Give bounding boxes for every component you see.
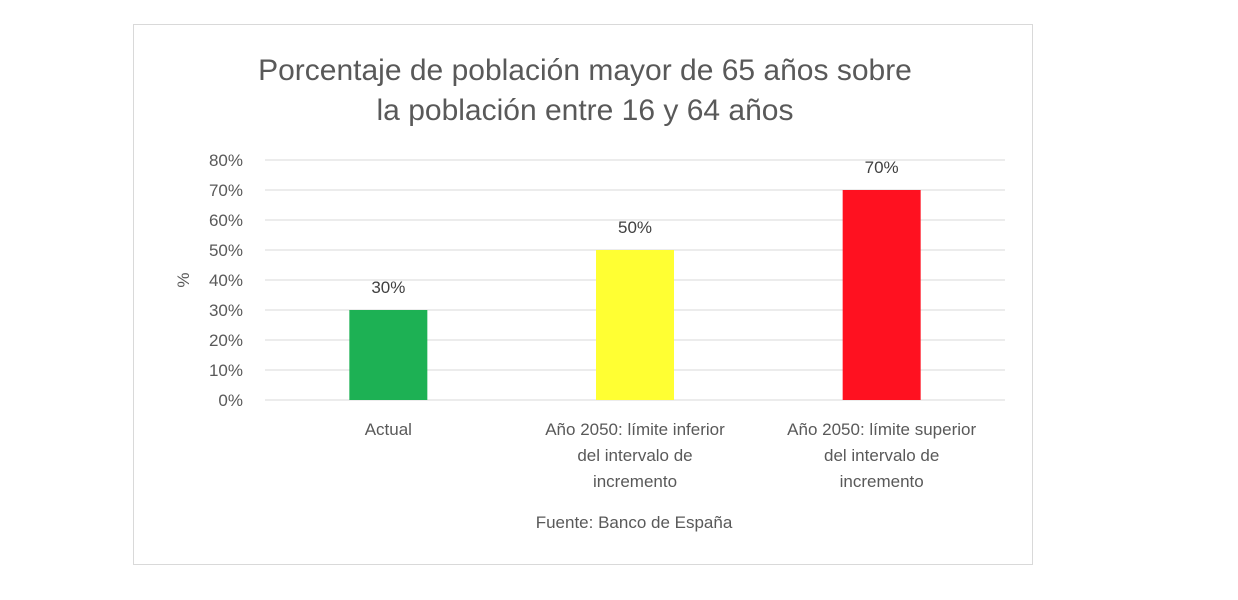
bar bbox=[842, 190, 921, 400]
data-label: 50% bbox=[618, 218, 652, 237]
chart-title-line-2: la población entre 16 y 64 años bbox=[377, 94, 794, 127]
y-axis-ticks: 0% 10% 20% 30% 40% 50% 60% 70% 80% bbox=[209, 151, 243, 410]
x-category-label: Año 2050: límite superior bbox=[787, 420, 976, 439]
x-category-label: del intervalo de bbox=[577, 446, 692, 465]
data-label: 70% bbox=[865, 158, 899, 177]
y-tick-label: 70% bbox=[209, 181, 243, 200]
x-category-label: del intervalo de bbox=[824, 446, 939, 465]
bar bbox=[596, 250, 674, 400]
x-category-label: incremento bbox=[840, 472, 924, 491]
x-category-label: Actual bbox=[365, 420, 412, 439]
x-category-label: incremento bbox=[593, 472, 677, 491]
source-note: Fuente: Banco de España bbox=[536, 513, 733, 532]
bars bbox=[349, 190, 921, 400]
y-tick-label: 50% bbox=[209, 241, 243, 260]
y-tick-label: 10% bbox=[209, 361, 243, 380]
y-tick-label: 60% bbox=[209, 211, 243, 230]
y-axis-title: % bbox=[174, 272, 193, 287]
y-tick-label: 30% bbox=[209, 301, 243, 320]
y-tick-label: 80% bbox=[209, 151, 243, 170]
x-axis-categories: Actual Año 2050: límite inferior del inter… bbox=[365, 420, 977, 491]
x-category-label: Año 2050: límite inferior bbox=[545, 420, 725, 439]
bar bbox=[349, 310, 428, 400]
y-tick-label: 0% bbox=[218, 391, 243, 410]
y-tick-label: 40% bbox=[209, 271, 243, 290]
data-label: 30% bbox=[371, 278, 405, 297]
chart-title-line-1: Porcentaje de población mayor de 65 años… bbox=[258, 54, 912, 87]
y-tick-label: 20% bbox=[209, 331, 243, 350]
data-labels: 30% 50% 70% bbox=[371, 158, 898, 297]
